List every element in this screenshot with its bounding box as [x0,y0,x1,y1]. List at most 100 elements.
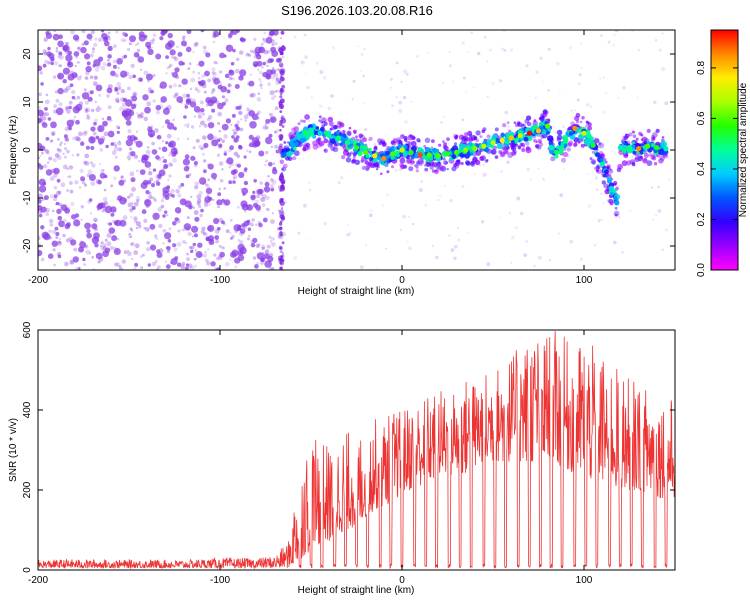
ridge-halo-point [374,145,378,149]
noise-point [537,255,542,260]
noise-point [69,83,74,88]
noise-point [165,264,171,269]
ridge-halo-point [411,136,416,141]
noise-point [333,121,336,124]
ridge-point [548,145,554,151]
noise-point [145,149,151,155]
noise-point [146,241,150,245]
noise-point [66,149,70,154]
noise-point [265,159,269,163]
noise-point [74,98,77,101]
noise-point [251,113,259,121]
noise-point [270,177,274,181]
noise-point [182,35,186,39]
noise-point [171,152,177,157]
noise-point [131,202,134,205]
ridge-halo-point [415,165,419,169]
noise-point [255,223,258,227]
noise-point [135,130,139,133]
noise-point [107,37,112,41]
noise-point [200,108,205,113]
noise-point [238,145,243,150]
noise-point [38,118,42,124]
noise-point [38,65,43,72]
noise-point [129,208,133,212]
ridge-point [617,145,624,151]
noise-point [78,185,82,190]
noise-point [84,244,88,248]
noise-point [110,212,115,217]
noise-point [489,48,492,52]
noise-point [502,30,506,33]
noise-point [204,70,210,77]
x-tick-label: 100 [576,575,593,586]
noise-point [182,158,190,166]
noise-point [55,190,61,196]
noise-point [71,90,76,95]
ridge-halo-point [341,155,346,160]
ridge-core-point [595,152,601,158]
ridge-point [581,130,587,136]
noise-point [125,120,132,126]
noise-point [559,193,564,198]
noise-point [279,76,285,82]
noise-point [151,149,158,155]
noise-point [253,63,258,68]
colorbar-tick-label: 0.2 [696,212,707,226]
noise-point [146,180,152,185]
noise-point [67,50,72,56]
ridge-halo-point [483,138,486,142]
noise-point [101,30,105,33]
ridge-halo-point [318,140,325,147]
noise-point [519,211,524,216]
noise-point [41,198,45,202]
noise-point [542,178,545,181]
noise-point [78,267,81,270]
noise-point [84,53,91,60]
noise-point [281,45,285,48]
ridge-halo-point [566,147,571,152]
noise-point [135,140,143,148]
noise-point [202,180,207,186]
noise-point [64,208,70,214]
noise-point [164,232,172,240]
noise-point [138,225,142,229]
noise-point [281,168,284,171]
noise-point [214,267,218,270]
noise-point [112,141,117,146]
noise-point [563,168,565,170]
noise-point [105,144,109,149]
noise-point [39,213,43,218]
ridge-core-point [659,150,665,156]
noise-point [539,56,543,60]
noise-point [424,204,427,207]
noise-point [86,33,93,40]
noise-point [177,51,183,57]
noise-point [155,260,158,263]
noise-point [206,261,211,266]
noise-point [586,103,590,107]
noise-point [85,249,91,255]
noise-point [259,70,263,75]
noise-point [604,91,608,95]
noise-point [601,218,604,221]
ridge-point [490,140,496,146]
noise-point [281,55,285,59]
noise-point [211,198,215,202]
noise-point [83,88,87,92]
noise-point [94,118,98,123]
noise-point [136,42,140,46]
noise-point [205,237,210,242]
noise-point [239,228,246,234]
noise-point [274,130,277,134]
ridge-halo-point [502,147,506,151]
noise-point [223,150,228,155]
noise-point [255,243,260,248]
noise-point [178,185,182,189]
noise-point [38,163,41,167]
noise-point [213,60,217,65]
noise-point [170,257,178,266]
noise-point [52,197,58,202]
noise-point [126,155,132,160]
noise-point [442,82,444,84]
